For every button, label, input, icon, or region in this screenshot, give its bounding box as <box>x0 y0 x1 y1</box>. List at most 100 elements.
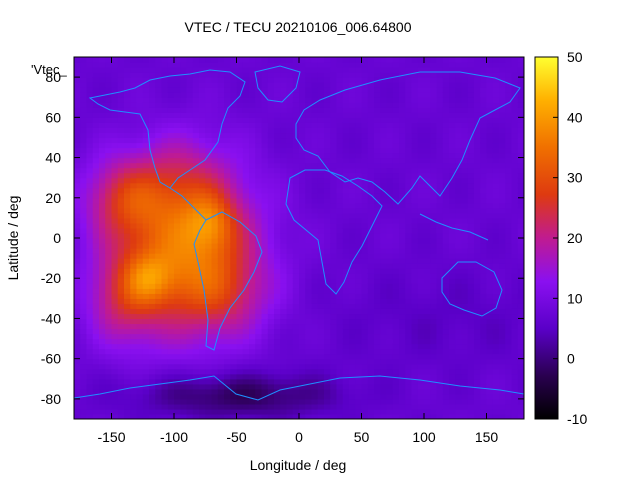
heatmap-cell <box>361 132 369 139</box>
heatmap-cell <box>336 323 344 330</box>
heatmap-cell <box>149 358 156 365</box>
heatmap-cell <box>192 117 200 123</box>
heatmap-cell <box>217 338 225 345</box>
heatmap-cell <box>180 268 188 274</box>
heatmap-cell <box>449 398 456 405</box>
heatmap-cell <box>430 403 438 410</box>
heatmap-cell <box>486 383 494 390</box>
heatmap-cell <box>199 383 206 390</box>
heatmap-cell <box>392 288 400 294</box>
heatmap-cell <box>174 152 181 159</box>
heatmap-cell <box>99 268 106 274</box>
heatmap-cell <box>380 313 388 320</box>
heatmap-cell <box>92 212 100 219</box>
heatmap-cell <box>461 393 469 400</box>
heatmap-cell <box>442 293 450 299</box>
heatmap-cell <box>236 398 244 405</box>
heatmap-cell <box>142 147 150 154</box>
heatmap-cell <box>249 293 256 299</box>
heatmap-cell <box>380 207 388 214</box>
heatmap-cell <box>224 268 231 274</box>
heatmap-cell <box>224 202 231 209</box>
heatmap-cell <box>155 358 163 365</box>
heatmap-cell <box>217 383 225 390</box>
heatmap-cell <box>286 298 294 304</box>
heatmap-cell <box>367 248 375 254</box>
heatmap-cell <box>417 323 425 330</box>
heatmap-cell <box>455 152 463 159</box>
heatmap-cell <box>180 408 188 415</box>
heatmap-cell <box>86 167 94 174</box>
heatmap-cell <box>280 363 288 370</box>
heatmap-cell <box>105 182 113 189</box>
heatmap-cell <box>292 288 300 294</box>
heatmap-cell <box>405 328 413 335</box>
heatmap-cell <box>374 413 381 419</box>
heatmap-cell <box>130 253 138 259</box>
heatmap-cell <box>386 107 394 113</box>
heatmap-cell <box>330 97 338 103</box>
heatmap-cell <box>324 122 331 128</box>
heatmap-cell <box>386 273 394 279</box>
heatmap-cell <box>136 122 144 128</box>
heatmap-cell <box>249 408 256 415</box>
heatmap-cell <box>486 248 494 254</box>
heatmap-cell <box>405 323 413 330</box>
heatmap-cell <box>467 413 475 419</box>
heatmap-cell <box>199 112 206 118</box>
heatmap-cell <box>405 273 413 279</box>
heatmap-cell <box>461 112 469 118</box>
heatmap-cell <box>299 217 306 224</box>
heatmap-cell <box>249 283 256 289</box>
heatmap-cell <box>474 278 481 284</box>
heatmap-cell <box>242 232 250 239</box>
heatmap-cell <box>186 293 194 299</box>
heatmap-cell <box>324 288 331 294</box>
heatmap-cell <box>74 222 81 229</box>
heatmap-cell <box>492 232 500 239</box>
heatmap-cell <box>205 408 213 415</box>
heatmap-cell <box>74 333 81 340</box>
heatmap-cell <box>330 192 338 199</box>
heatmap-cell <box>305 97 313 103</box>
heatmap-cell <box>230 67 238 73</box>
heatmap-cell <box>342 368 350 375</box>
heatmap-cell <box>236 157 244 164</box>
heatmap-cell <box>461 333 469 340</box>
heatmap-cell <box>305 413 313 419</box>
heatmap-cell <box>417 132 425 139</box>
heatmap-cell <box>474 378 481 385</box>
heatmap-cell <box>199 182 206 189</box>
heatmap-cell <box>286 348 294 355</box>
heatmap-cell <box>349 363 356 370</box>
heatmap-cell <box>442 132 450 139</box>
heatmap-cell <box>461 197 469 204</box>
heatmap-cell <box>374 172 381 179</box>
heatmap-cell <box>386 323 394 330</box>
heatmap-cell <box>199 258 206 264</box>
heatmap-cell <box>317 263 325 269</box>
heatmap-cell <box>230 207 238 214</box>
heatmap-cell <box>405 398 413 405</box>
heatmap-cell <box>436 107 444 113</box>
heatmap-cell <box>436 172 444 179</box>
heatmap-cell <box>105 157 113 164</box>
heatmap-cell <box>105 308 113 315</box>
heatmap-cell <box>386 333 394 340</box>
heatmap-cell <box>167 308 175 315</box>
heatmap-cell <box>280 227 288 234</box>
heatmap-cell <box>436 97 444 103</box>
heatmap-cell <box>117 253 125 259</box>
heatmap-cell <box>192 328 200 335</box>
heatmap-cell <box>136 192 144 199</box>
heatmap-cell <box>211 308 219 315</box>
heatmap-cell <box>367 187 375 194</box>
heatmap-cell <box>355 288 363 294</box>
heatmap-cell <box>161 97 169 103</box>
heatmap-cell <box>386 343 394 350</box>
heatmap-cell <box>149 117 156 123</box>
heatmap-cell <box>155 182 163 189</box>
heatmap-cell <box>255 263 263 269</box>
heatmap-cell <box>111 202 119 209</box>
heatmap-cell <box>324 92 331 98</box>
